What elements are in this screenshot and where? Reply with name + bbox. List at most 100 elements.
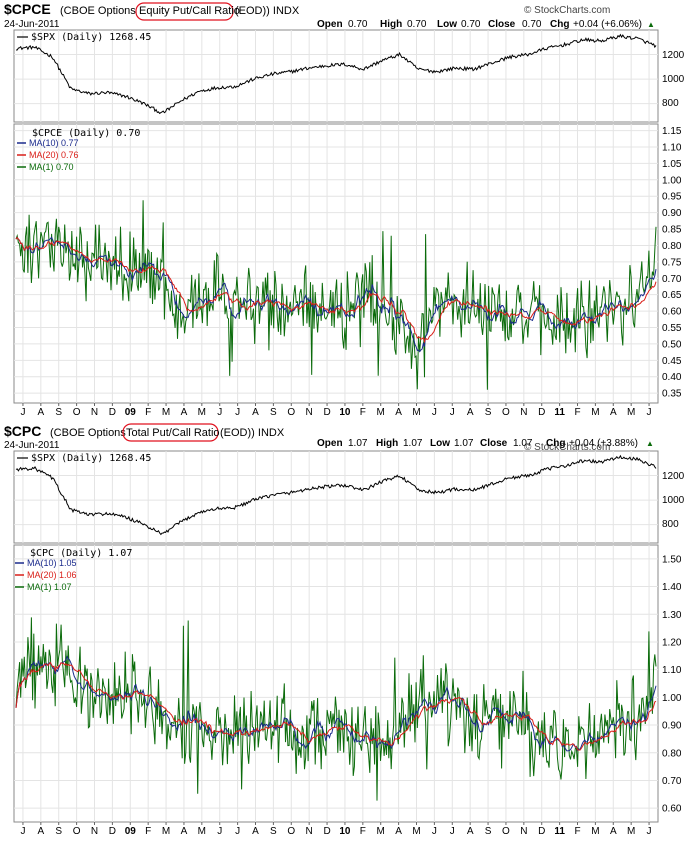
x-tick-label: A <box>181 407 188 418</box>
y-tick-label: 1.00 <box>662 693 682 704</box>
panel-1-open-label: Open <box>317 19 343 30</box>
panel-2-close-value: 1.07 <box>513 438 533 449</box>
panel-2-highlight-oval <box>122 423 219 442</box>
x-tick-label: O <box>73 407 81 418</box>
panel-2-symbol: $CPC <box>4 423 41 439</box>
x-tick-label: S <box>485 826 492 837</box>
y-tick-label: 1.15 <box>662 126 682 137</box>
x-tick-label: D <box>323 407 330 418</box>
panel-1-y-axis-ticks: 1.15 1.10 1.05 1.00 0.95 0.90 0.85 0.80 0.75 0.70… <box>662 126 682 400</box>
panel-1-spx-label: $SPX (Daily) 1268.45 <box>31 32 151 43</box>
panel-1-spx-tick-1200: 1200 <box>662 50 685 61</box>
panel-2-date: 24-Jun-2011 <box>4 440 60 451</box>
x-tick-label: S <box>55 826 62 837</box>
panel-2-legend-ma1: MA(1) 1.07 <box>27 582 72 592</box>
x-tick-label: M <box>627 407 635 418</box>
x-tick-label: J <box>217 826 222 837</box>
panel-2-spx-frame <box>13 450 659 544</box>
y-tick-label: 0.60 <box>662 307 682 318</box>
y-tick-label: 0.50 <box>662 339 682 350</box>
y-tick-label: 0.75 <box>662 257 682 268</box>
panel-2-spx-label: $SPX (Daily) 1268.45 <box>31 453 151 464</box>
x-tick-label: F <box>574 826 580 837</box>
x-tick-label: M <box>377 826 385 837</box>
x-tick-label: A <box>181 826 188 837</box>
panel-1-symbol: $CPCE <box>4 1 51 17</box>
panel-1-chg-value: +0.04 (+6.06%) <box>573 19 642 30</box>
panel-1-main-plot: $CPCE (Daily) 0.70 MA(10) 0.77 MA(20) 0.… <box>13 123 682 404</box>
x-tick-label: J <box>432 407 437 418</box>
x-tick-label: O <box>502 407 510 418</box>
x-tick-label: J <box>235 826 240 837</box>
panel-1-low-label: Low <box>437 19 457 30</box>
panel-1-main-grid <box>14 124 658 403</box>
x-tick-label: F <box>145 407 151 418</box>
panel-2-header: $CPC (CBOE Options Total Put/Call Ratio … <box>4 423 654 453</box>
x-tick-label: A <box>395 826 402 837</box>
panel-2-chg-arrow-icon: ▲ <box>646 439 654 448</box>
x-tick-label: S <box>270 407 277 418</box>
x-tick-label: M <box>412 407 420 418</box>
x-tick-label: A <box>467 407 474 418</box>
panel-2-y-axis-ticks: 1.50 1.40 1.30 1.20 1.10 1.00 0.90 0.80 0.70 0.60 <box>662 554 682 814</box>
x-tick-label: 09 <box>125 826 137 837</box>
x-tick-label: 11 <box>554 407 565 418</box>
panel-1-open-value: 0.70 <box>348 19 368 30</box>
y-tick-label: 0.45 <box>662 356 682 367</box>
y-tick-label: 0.80 <box>662 748 682 759</box>
y-tick-label: 1.00 <box>662 175 682 186</box>
x-tick-label: N <box>306 407 313 418</box>
y-tick-label: 0.40 <box>662 372 682 383</box>
x-tick-label: A <box>37 826 44 837</box>
y-tick-label: 0.85 <box>662 225 682 236</box>
panel-2-spx-tick-1000: 1000 <box>662 495 685 506</box>
x-tick-label: M <box>162 826 170 837</box>
y-tick-label: 1.10 <box>662 142 682 153</box>
panel-2-open-label: Open <box>317 438 343 449</box>
x-tick-label: F <box>145 826 151 837</box>
x-tick-label: N <box>520 826 527 837</box>
x-tick-label: 09 <box>125 407 137 418</box>
x-tick-label: A <box>395 407 402 418</box>
x-tick-label: M <box>412 826 420 837</box>
x-tick-label: M <box>198 407 206 418</box>
x-tick-label: J <box>217 407 222 418</box>
panel-1-main-label: $CPCE (Daily) 0.70 <box>32 128 140 139</box>
panel-2-high-label: High <box>376 438 398 449</box>
panel-1-spx-tick-800: 800 <box>662 98 679 109</box>
panel-1-spx-grid <box>14 30 658 122</box>
x-tick-label: A <box>610 407 617 418</box>
panel-2-high-value: 1.07 <box>403 438 423 449</box>
x-tick-label: N <box>520 407 527 418</box>
x-tick-label: O <box>502 826 510 837</box>
x-tick-label: A <box>252 826 259 837</box>
panel-1-highlight-oval <box>135 2 234 21</box>
panel-2-spx-tick-1200: 1200 <box>662 471 685 482</box>
x-tick-label: N <box>306 826 313 837</box>
y-tick-label: 0.60 <box>662 804 682 815</box>
x-tick-label: S <box>485 407 492 418</box>
x-tick-label: J <box>450 407 455 418</box>
panel-1-header: $CPCE (CBOE Options Equity Put/Call Rati… <box>4 1 655 30</box>
x-tick-label: A <box>37 407 44 418</box>
x-tick-label: M <box>198 826 206 837</box>
panel-1-desc-highlight: Equity Put/Call Ratio <box>139 5 240 17</box>
y-tick-label: 1.20 <box>662 637 682 648</box>
panel-2-low-label: Low <box>430 438 450 449</box>
panel-1-desc-pre: (CBOE Options <box>60 5 136 17</box>
y-tick-label: 1.40 <box>662 582 682 593</box>
panel-1-spx-line <box>16 33 657 115</box>
x-tick-label: A <box>610 826 617 837</box>
panel-2-close-label: Close <box>480 438 508 449</box>
x-tick-label: O <box>287 407 295 418</box>
panel-1-chg-arrow-icon: ▲ <box>647 20 655 29</box>
y-tick-label: 1.50 <box>662 554 682 565</box>
x-tick-label: A <box>252 407 259 418</box>
x-tick-label: M <box>377 407 385 418</box>
y-tick-label: 0.70 <box>662 274 682 285</box>
y-tick-label: 0.35 <box>662 389 682 400</box>
panel-2-ma1-line <box>15 617 657 801</box>
panel-1-legend-ma1: MA(1) 0.70 <box>29 162 74 172</box>
panel-1-spx-tick-1000: 1000 <box>662 74 685 85</box>
